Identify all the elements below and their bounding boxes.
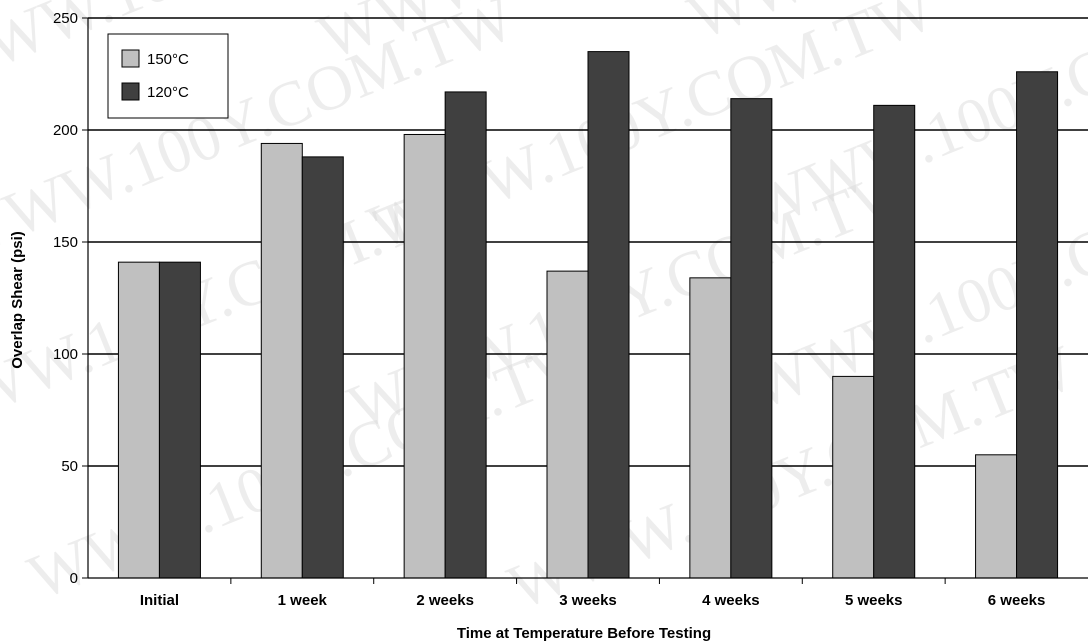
legend-box (107, 33, 229, 119)
bar-series-2 (444, 91, 487, 579)
y-tick-label: 200 (53, 122, 78, 139)
bar-series-1 (832, 375, 875, 579)
x-category-label: 2 weeks (416, 592, 474, 609)
bar-series-2 (1016, 71, 1059, 579)
bar-series-2 (873, 104, 916, 579)
bar-series-2 (158, 261, 201, 579)
y-tick-label: 150 (53, 234, 78, 251)
x-axis-title: Time at Temperature Before Testing (457, 625, 711, 642)
y-tick-label: 0 (70, 570, 78, 587)
bar-series-1 (260, 142, 303, 579)
x-category-label: 3 weeks (559, 592, 617, 609)
x-category-label: 1 week (278, 592, 328, 609)
legend-label: 120°C (147, 84, 189, 101)
bar-series-1 (689, 277, 732, 579)
x-category-label: Initial (140, 592, 179, 609)
bar-series-1 (403, 133, 446, 579)
bar-series-1 (975, 454, 1018, 579)
bar-series-2 (301, 156, 344, 579)
x-category-label: 6 weeks (988, 592, 1046, 609)
legend-label: 150°C (147, 51, 189, 68)
x-category-label: 5 weeks (845, 592, 903, 609)
bars (117, 51, 1059, 579)
x-category-labels: Initial 1 week 2 weeks 3 weeks 4 weeks 5 week… (140, 592, 1046, 609)
bar-series-2 (587, 51, 630, 579)
y-tick-labels: 0 50 100 150 200 250 (53, 10, 88, 587)
y-axis-title: Overlap Shear (psi) (9, 231, 26, 369)
bar-series-1 (117, 261, 160, 579)
bar-series-2 (730, 98, 773, 579)
y-tick-label: 50 (61, 458, 78, 475)
y-tick-label: 250 (53, 10, 78, 27)
y-tick-label: 100 (53, 346, 78, 363)
legend-swatch (121, 49, 140, 68)
bar-series-1 (546, 270, 589, 579)
legend: 150°C 120°C (107, 33, 229, 119)
x-category-label: 4 weeks (702, 592, 760, 609)
axes (87, 18, 1088, 584)
legend-swatch (121, 82, 140, 101)
